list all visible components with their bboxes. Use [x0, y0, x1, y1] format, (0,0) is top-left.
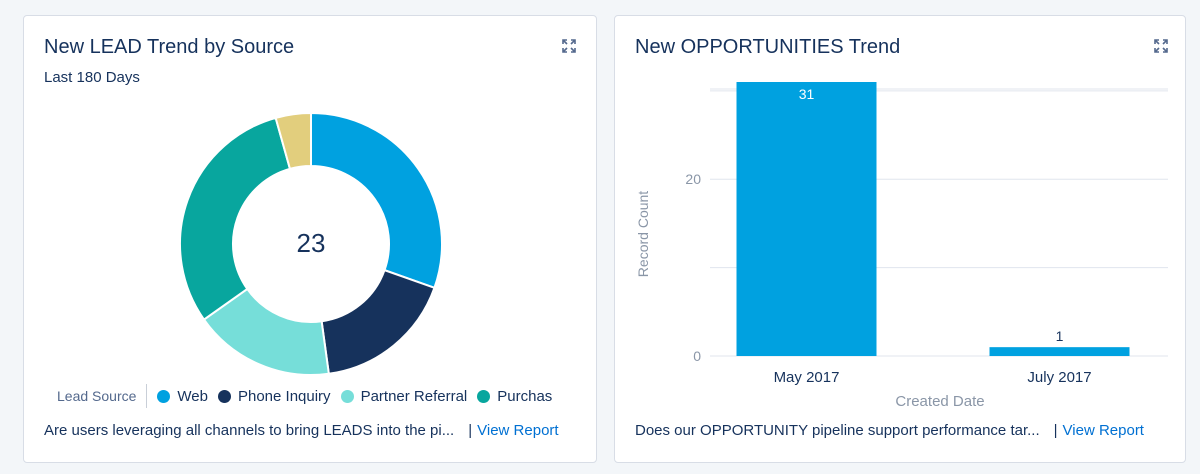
opps-view-report-link[interactable]: View Report	[1062, 422, 1144, 439]
lead-footer-question: Are users leveraging all channels to bri…	[44, 422, 455, 439]
bar-july-2017[interactable]	[989, 347, 1130, 356]
legend-label: Partner Referral	[360, 387, 468, 405]
legend-item-purchas[interactable]: Purchas	[477, 388, 552, 405]
x-tick-label: July 2017	[1027, 369, 1091, 386]
x-tick-label: May 2017	[774, 369, 840, 386]
bar-data-label: 31	[799, 86, 815, 102]
opps-footer-question: Does our OPPORTUNITY pipeline support pe…	[635, 422, 1040, 439]
legend-dot	[157, 389, 171, 403]
donut-slice-phone-inquiry[interactable]	[320, 268, 436, 375]
footer-separator: |	[468, 422, 473, 439]
x-axis-label: Created Date	[895, 393, 984, 410]
legend-label: Phone Inquiry	[237, 387, 331, 405]
opps-bar-chart: 0 20 31 May 2017 1 July 2017 Record Count Cr…	[635, 82, 1168, 410]
opportunities-trend-card: New OPPORTUNITIES Trend 0 20 31 May 2017 1 J…	[614, 15, 1186, 463]
legend-title: Lead Source	[57, 384, 148, 408]
y-tick-label: 20	[685, 171, 701, 187]
opps-card-footer: Does our OPPORTUNITY pipeline support pe…	[635, 422, 1169, 439]
legend-item-partner-referral[interactable]: Partner Referral	[340, 387, 468, 405]
bar-data-label: 1	[1056, 328, 1064, 344]
lead-card-footer: Are users leveraging all channels to bri…	[44, 422, 580, 439]
donut-slice-other[interactable]	[274, 111, 312, 171]
legend-label: Purchas	[497, 387, 553, 405]
lead-view-report-link[interactable]: View Report	[477, 422, 559, 439]
y-axis-label: Record Count	[635, 191, 651, 277]
expand-icon[interactable]	[561, 38, 577, 54]
legend-dot	[340, 389, 354, 403]
legend-label: Web	[177, 387, 208, 405]
legend-dot	[477, 389, 491, 403]
lead-legend: Lead Source Web Phone Inquiry Partner Refe…	[57, 384, 579, 408]
bar-may-2017[interactable]	[736, 82, 877, 356]
expand-icon[interactable]	[1153, 38, 1169, 54]
donut-slice-web[interactable]	[310, 111, 443, 290]
legend-dot	[217, 389, 231, 403]
legend-item-web[interactable]: Web	[157, 388, 208, 405]
footer-separator: |	[1053, 422, 1058, 439]
lead-card-subtitle: Last 180 Days	[44, 69, 140, 86]
legend-item-phone-inquiry[interactable]: Phone Inquiry	[217, 387, 331, 405]
opps-card-title: New OPPORTUNITIES Trend	[635, 36, 901, 58]
lead-trend-card: New LEAD Trend by Source Last 180 Days 2…	[23, 15, 597, 463]
lead-donut-chart: 23	[179, 111, 443, 376]
y-tick-label: 0	[693, 348, 701, 364]
lead-card-title: New LEAD Trend by Source	[44, 36, 295, 58]
donut-center-total: 23	[297, 228, 326, 258]
donut-slice-purchas[interactable]	[179, 116, 292, 321]
